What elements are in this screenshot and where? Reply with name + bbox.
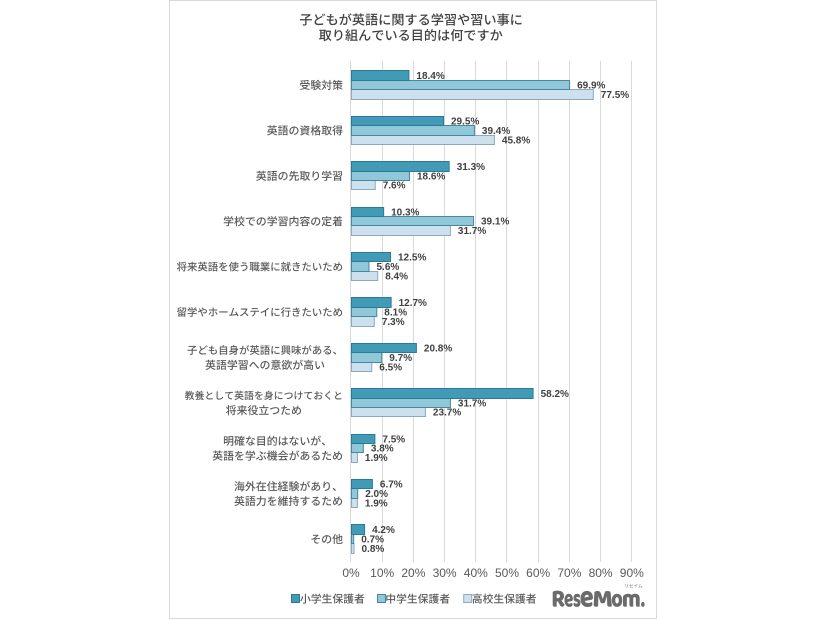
svg-text:77.5%: 77.5% xyxy=(601,90,629,101)
svg-text:20%: 20% xyxy=(401,566,425,580)
svg-text:29.5%: 29.5% xyxy=(451,117,479,128)
svg-text:7.5%: 7.5% xyxy=(382,435,405,446)
svg-text:10%: 10% xyxy=(370,566,394,580)
svg-text:39.1%: 39.1% xyxy=(481,217,509,228)
svg-text:60%: 60% xyxy=(526,566,550,580)
svg-text:18.6%: 18.6% xyxy=(417,172,445,183)
svg-text:8.4%: 8.4% xyxy=(385,272,408,283)
svg-text:12.5%: 12.5% xyxy=(398,253,426,264)
svg-text:9.7%: 9.7% xyxy=(389,353,412,364)
svg-text:20.8%: 20.8% xyxy=(424,344,452,355)
svg-text:31.7%: 31.7% xyxy=(458,399,486,410)
svg-text:31.3%: 31.3% xyxy=(457,162,485,173)
svg-text:2.0%: 2.0% xyxy=(365,489,388,500)
svg-text:70%: 70% xyxy=(557,566,581,580)
svg-text:8.1%: 8.1% xyxy=(384,308,407,319)
svg-text:4.2%: 4.2% xyxy=(372,525,395,536)
svg-text:69.9%: 69.9% xyxy=(577,81,605,92)
svg-text:10.3%: 10.3% xyxy=(391,208,419,219)
svg-text:40%: 40% xyxy=(464,566,488,580)
svg-text:31.7%: 31.7% xyxy=(458,226,486,237)
svg-text:12.7%: 12.7% xyxy=(399,298,427,309)
svg-text:0.7%: 0.7% xyxy=(361,535,384,546)
svg-text:80%: 80% xyxy=(589,566,613,580)
svg-text:5.6%: 5.6% xyxy=(377,262,400,273)
svg-text:39.4%: 39.4% xyxy=(482,126,510,137)
svg-text:58.2%: 58.2% xyxy=(541,389,569,400)
svg-text:30%: 30% xyxy=(433,566,457,580)
svg-text:0%: 0% xyxy=(342,566,360,580)
svg-text:50%: 50% xyxy=(495,566,519,580)
svg-text:6.7%: 6.7% xyxy=(380,480,403,491)
svg-text:45.8%: 45.8% xyxy=(502,136,530,147)
svg-text:1.9%: 1.9% xyxy=(365,499,388,510)
svg-text:3.8%: 3.8% xyxy=(371,444,394,455)
svg-text:23.7%: 23.7% xyxy=(433,408,461,419)
svg-text:7.6%: 7.6% xyxy=(383,181,406,192)
svg-text:7.3%: 7.3% xyxy=(382,317,405,328)
svg-text:6.5%: 6.5% xyxy=(379,363,402,374)
svg-text:18.4%: 18.4% xyxy=(416,71,444,82)
svg-text:0.8%: 0.8% xyxy=(362,544,385,555)
svg-text:90%: 90% xyxy=(620,566,644,580)
svg-text:1.9%: 1.9% xyxy=(365,453,388,464)
